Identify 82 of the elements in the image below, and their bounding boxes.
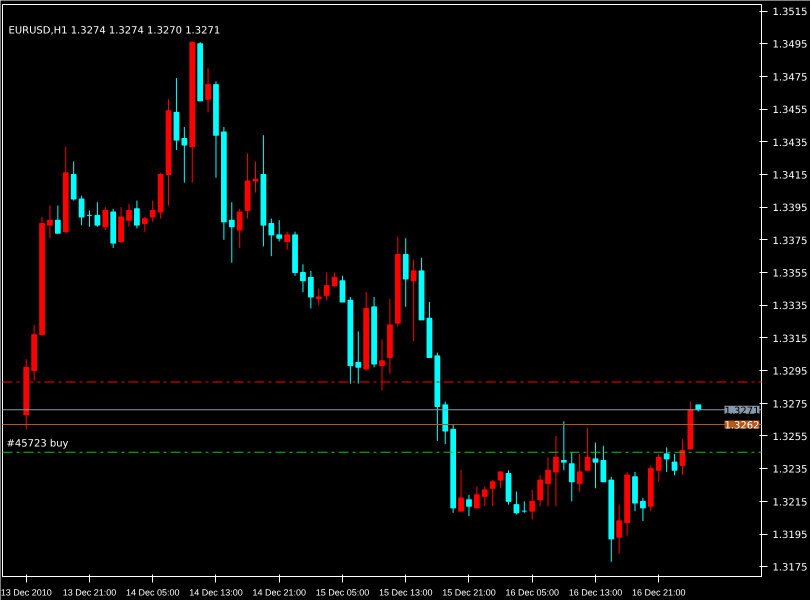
candlestick	[126, 203, 132, 228]
candlestick	[600, 445, 606, 482]
x-tick-label: 14 Dec 21:00	[252, 588, 306, 598]
candlestick	[340, 275, 346, 302]
candlestick	[236, 208, 243, 249]
candlestick	[284, 231, 290, 250]
candlestick	[228, 202, 235, 264]
candlestick	[560, 420, 567, 471]
y-tick-label: 1.3295	[772, 366, 808, 378]
candlestick	[529, 489, 536, 520]
x-tick-label: 15 Dec 13:00	[378, 588, 432, 598]
candlestick	[458, 470, 464, 512]
y-tick-label: 1.3515	[772, 7, 808, 18]
y-tick-label: 1.3195	[772, 530, 808, 542]
candlestick	[308, 270, 314, 309]
text: EURUSD,H1 1.3274 1.3274 1.3270 1.3271	[8, 26, 220, 36]
x-tick-label: 16 Dec 05:00	[505, 588, 559, 598]
candlestick	[553, 435, 559, 507]
candlestick	[332, 272, 338, 288]
y-tick-label: 1.3395	[772, 203, 808, 214]
y-tick-label: 1.3335	[772, 301, 808, 312]
y-tick-label: 1.3355	[772, 268, 808, 280]
y-tick-label: 1.3215	[772, 497, 808, 508]
x-tick-label: 14 Dec 05:00	[126, 588, 180, 598]
y-tick-label: 1.3435	[772, 138, 808, 149]
candlestick	[474, 486, 480, 508]
candlestick	[656, 453, 662, 482]
y-tick-label: 1.3315	[772, 334, 808, 345]
candlestick	[134, 200, 140, 229]
candlestick	[316, 288, 322, 306]
candlestick	[276, 220, 282, 242]
candlestick	[102, 206, 108, 231]
candlestick	[324, 272, 330, 301]
y-tick-label: 1.3495	[772, 40, 808, 51]
candlestick	[568, 452, 575, 502]
y-tick-label: 1.3175	[772, 562, 808, 574]
candlestick	[490, 480, 496, 507]
candlestick	[205, 68, 211, 113]
candlestick	[268, 218, 274, 257]
candlestick	[498, 471, 504, 489]
x-tick-label: 13 Dec 21:00	[62, 588, 116, 598]
y-tick-label: 1.3255	[772, 432, 808, 443]
candlestick	[680, 438, 686, 476]
candlestick	[545, 456, 551, 507]
x-tick-label: 15 Dec 21:00	[442, 588, 496, 598]
candlestick	[537, 474, 543, 507]
x-tick-label: 16 Dec 13:00	[568, 588, 622, 598]
candlestick	[78, 195, 84, 226]
candlestick	[466, 494, 472, 517]
candlestick	[482, 486, 488, 507]
candlestick	[584, 427, 590, 471]
candlestick	[94, 202, 100, 228]
y-tick-label: 1.3235	[772, 464, 808, 476]
candlestick	[664, 446, 670, 472]
y-tick-label: 1.3275	[772, 399, 808, 410]
y-tick-label: 1.3415	[772, 170, 808, 182]
candlestick	[181, 126, 188, 184]
candlestick	[672, 453, 678, 476]
candlestick	[616, 504, 622, 554]
candlestick	[252, 160, 258, 193]
y-tick-label: 1.3455	[772, 105, 808, 116]
candlestick	[640, 498, 646, 522]
candlestick	[576, 453, 583, 492]
ref-line-label: 1.3271	[724, 406, 760, 417]
candlestick	[54, 205, 61, 234]
candlestick	[410, 258, 416, 342]
candlestick	[142, 216, 148, 232]
x-tick-label: 15 Dec 05:00	[316, 588, 370, 598]
y-tick-label: 1.3475	[772, 72, 808, 84]
candlestick	[150, 200, 156, 222]
ref-line-label: #45723 buy	[6, 438, 69, 450]
candlestick	[514, 491, 520, 515]
y-tick-label: 1.3375	[772, 236, 808, 247]
candlestick	[592, 442, 598, 489]
candlestick	[521, 500, 528, 514]
candlestick	[355, 330, 362, 384]
candlestick	[47, 205, 53, 239]
candlestick	[300, 264, 306, 293]
x-tick-label: 13 Dec 2010	[0, 588, 52, 598]
candlestick	[86, 210, 92, 228]
x-tick-label: 16 Dec 21:00	[632, 588, 686, 598]
x-tick-label: 14 Dec 13:00	[189, 588, 243, 598]
